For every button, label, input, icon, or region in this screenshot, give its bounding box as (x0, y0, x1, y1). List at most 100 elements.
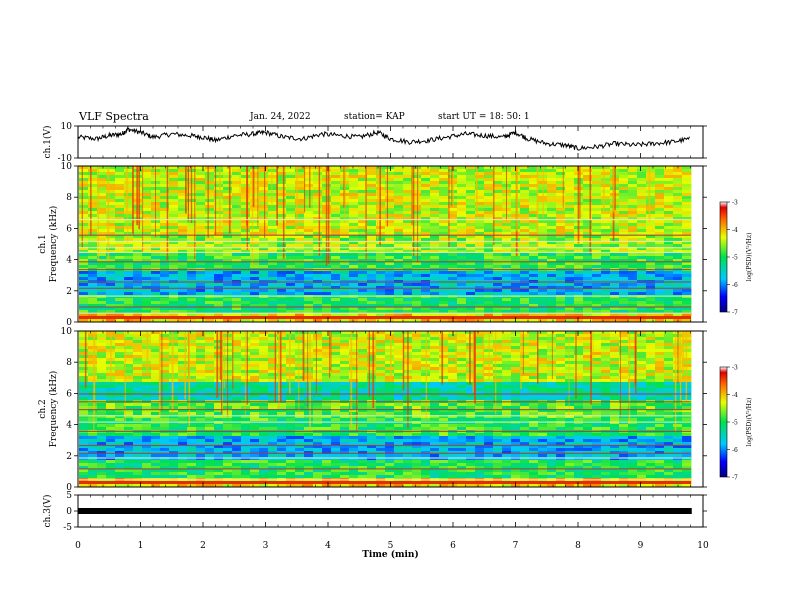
spectrogram-cell (88, 313, 98, 317)
spectrogram-cell (592, 196, 602, 200)
spectrogram-cell (601, 370, 611, 374)
spectrogram-cell (547, 202, 557, 206)
spectrogram-cell (394, 355, 404, 359)
spectrogram-cell (97, 262, 107, 266)
spectrogram-cell (403, 271, 413, 275)
spectrogram-cell (457, 343, 467, 347)
spectrogram-cell (466, 202, 476, 206)
spectrogram-cell (385, 379, 395, 383)
spectrogram-cell (421, 223, 431, 227)
spectrogram-cell (493, 289, 503, 293)
spectrogram-cell (214, 379, 224, 383)
spectrogram-cell (412, 226, 422, 230)
spectrogram-cell (556, 298, 566, 302)
spectrogram-cell (655, 361, 665, 365)
spectrogram-cell (295, 379, 305, 383)
spectrogram-cell (547, 259, 557, 263)
spectrogram-cell (79, 172, 89, 176)
spectrogram-cell (583, 259, 593, 263)
spectrogram-cell (619, 301, 629, 305)
spectrogram-cell (439, 349, 449, 353)
spectrogram-cell (322, 304, 332, 308)
spectrogram-cell (124, 226, 134, 230)
spectrogram-cell (268, 175, 278, 179)
spectrogram-cell (340, 241, 350, 245)
spectrogram-cell (124, 319, 134, 323)
spectrogram-cell (547, 313, 557, 317)
spectrogram-cell (511, 343, 521, 347)
spectrogram-cell (565, 232, 575, 236)
spectrogram-cell (196, 238, 206, 242)
spectrogram-cell (673, 169, 683, 173)
spectrogram-cell (412, 313, 422, 317)
spectrogram-cell (592, 289, 602, 293)
spectrogram-cell (556, 226, 566, 230)
spectrogram-cell (664, 217, 674, 221)
spectrogram-cell (529, 349, 539, 353)
spectrogram-cell (241, 298, 251, 302)
spectrogram-cell (412, 238, 422, 242)
spectrogram-cell (286, 367, 296, 371)
spectrogram-cell (358, 355, 368, 359)
spectrogram-cell (457, 166, 467, 170)
spectrogram-cell (529, 187, 539, 191)
spectrogram-cell (565, 283, 575, 287)
spectrogram-cell (583, 367, 593, 371)
spectrogram-cell (205, 334, 215, 338)
spectrogram-cell (556, 253, 566, 257)
spectrogram-cell (655, 343, 665, 347)
spectrogram-cell (655, 253, 665, 257)
spectrogram-cell (178, 274, 188, 278)
spectrogram-cell (250, 190, 260, 194)
spectrogram-cell (367, 313, 377, 317)
spectrogram-cell (592, 238, 602, 242)
spectrogram-cell (106, 256, 116, 260)
spectrogram-cell (520, 292, 530, 296)
spectrogram-cell (655, 355, 665, 359)
spectrogram-cell (313, 256, 323, 260)
spectrogram-cell (97, 166, 107, 170)
spectrogram-cell (475, 298, 485, 302)
spectrogram-cell (133, 352, 143, 356)
spectrogram-cell (124, 190, 134, 194)
spectrogram-cell (97, 367, 107, 371)
spectrogram-cell (241, 166, 251, 170)
spectrogram-cell (169, 190, 179, 194)
spectrogram-cell (664, 358, 674, 362)
spectrogram-cell (241, 175, 251, 179)
spectrogram-cell (664, 184, 674, 188)
spectrogram-cell (493, 190, 503, 194)
spectrogram-cell (358, 172, 368, 176)
spectrogram-cell (394, 364, 404, 368)
spectrogram-cell (403, 184, 413, 188)
spectrogram-cell (115, 214, 125, 218)
spectrogram-cell (295, 292, 305, 296)
spectrogram-cell (511, 259, 521, 263)
spectrogram-cell (133, 232, 143, 236)
spectrogram-cell (79, 346, 89, 350)
spectrogram-cell (367, 217, 377, 221)
spectrogram-cell (160, 319, 170, 323)
spectrogram-cell (223, 304, 233, 308)
spectrogram-cell (592, 331, 602, 335)
spectrogram-cell (187, 331, 197, 335)
spectrogram-cell (520, 301, 530, 305)
spectrogram-cell (574, 244, 584, 248)
spectrogram-cell (574, 358, 584, 362)
spectrogram-cell (349, 229, 359, 233)
spectrogram-cell (439, 358, 449, 362)
spectrogram-cell (421, 226, 431, 230)
spectrogram-cell (466, 262, 476, 266)
spectrogram-cell (556, 220, 566, 224)
spectrogram-cell (412, 223, 422, 227)
spectrogram-cell (439, 235, 449, 239)
spectrogram-cell (295, 232, 305, 236)
spectrogram-cell (205, 256, 215, 260)
spectrogram-cell (646, 289, 656, 293)
spectrogram-cell (574, 265, 584, 269)
spectrogram-cell (169, 229, 179, 233)
spectrogram-cell (169, 235, 179, 239)
spectrogram-cell (250, 166, 260, 170)
spectrogram-cell (250, 223, 260, 227)
spectrogram-cell (439, 238, 449, 242)
